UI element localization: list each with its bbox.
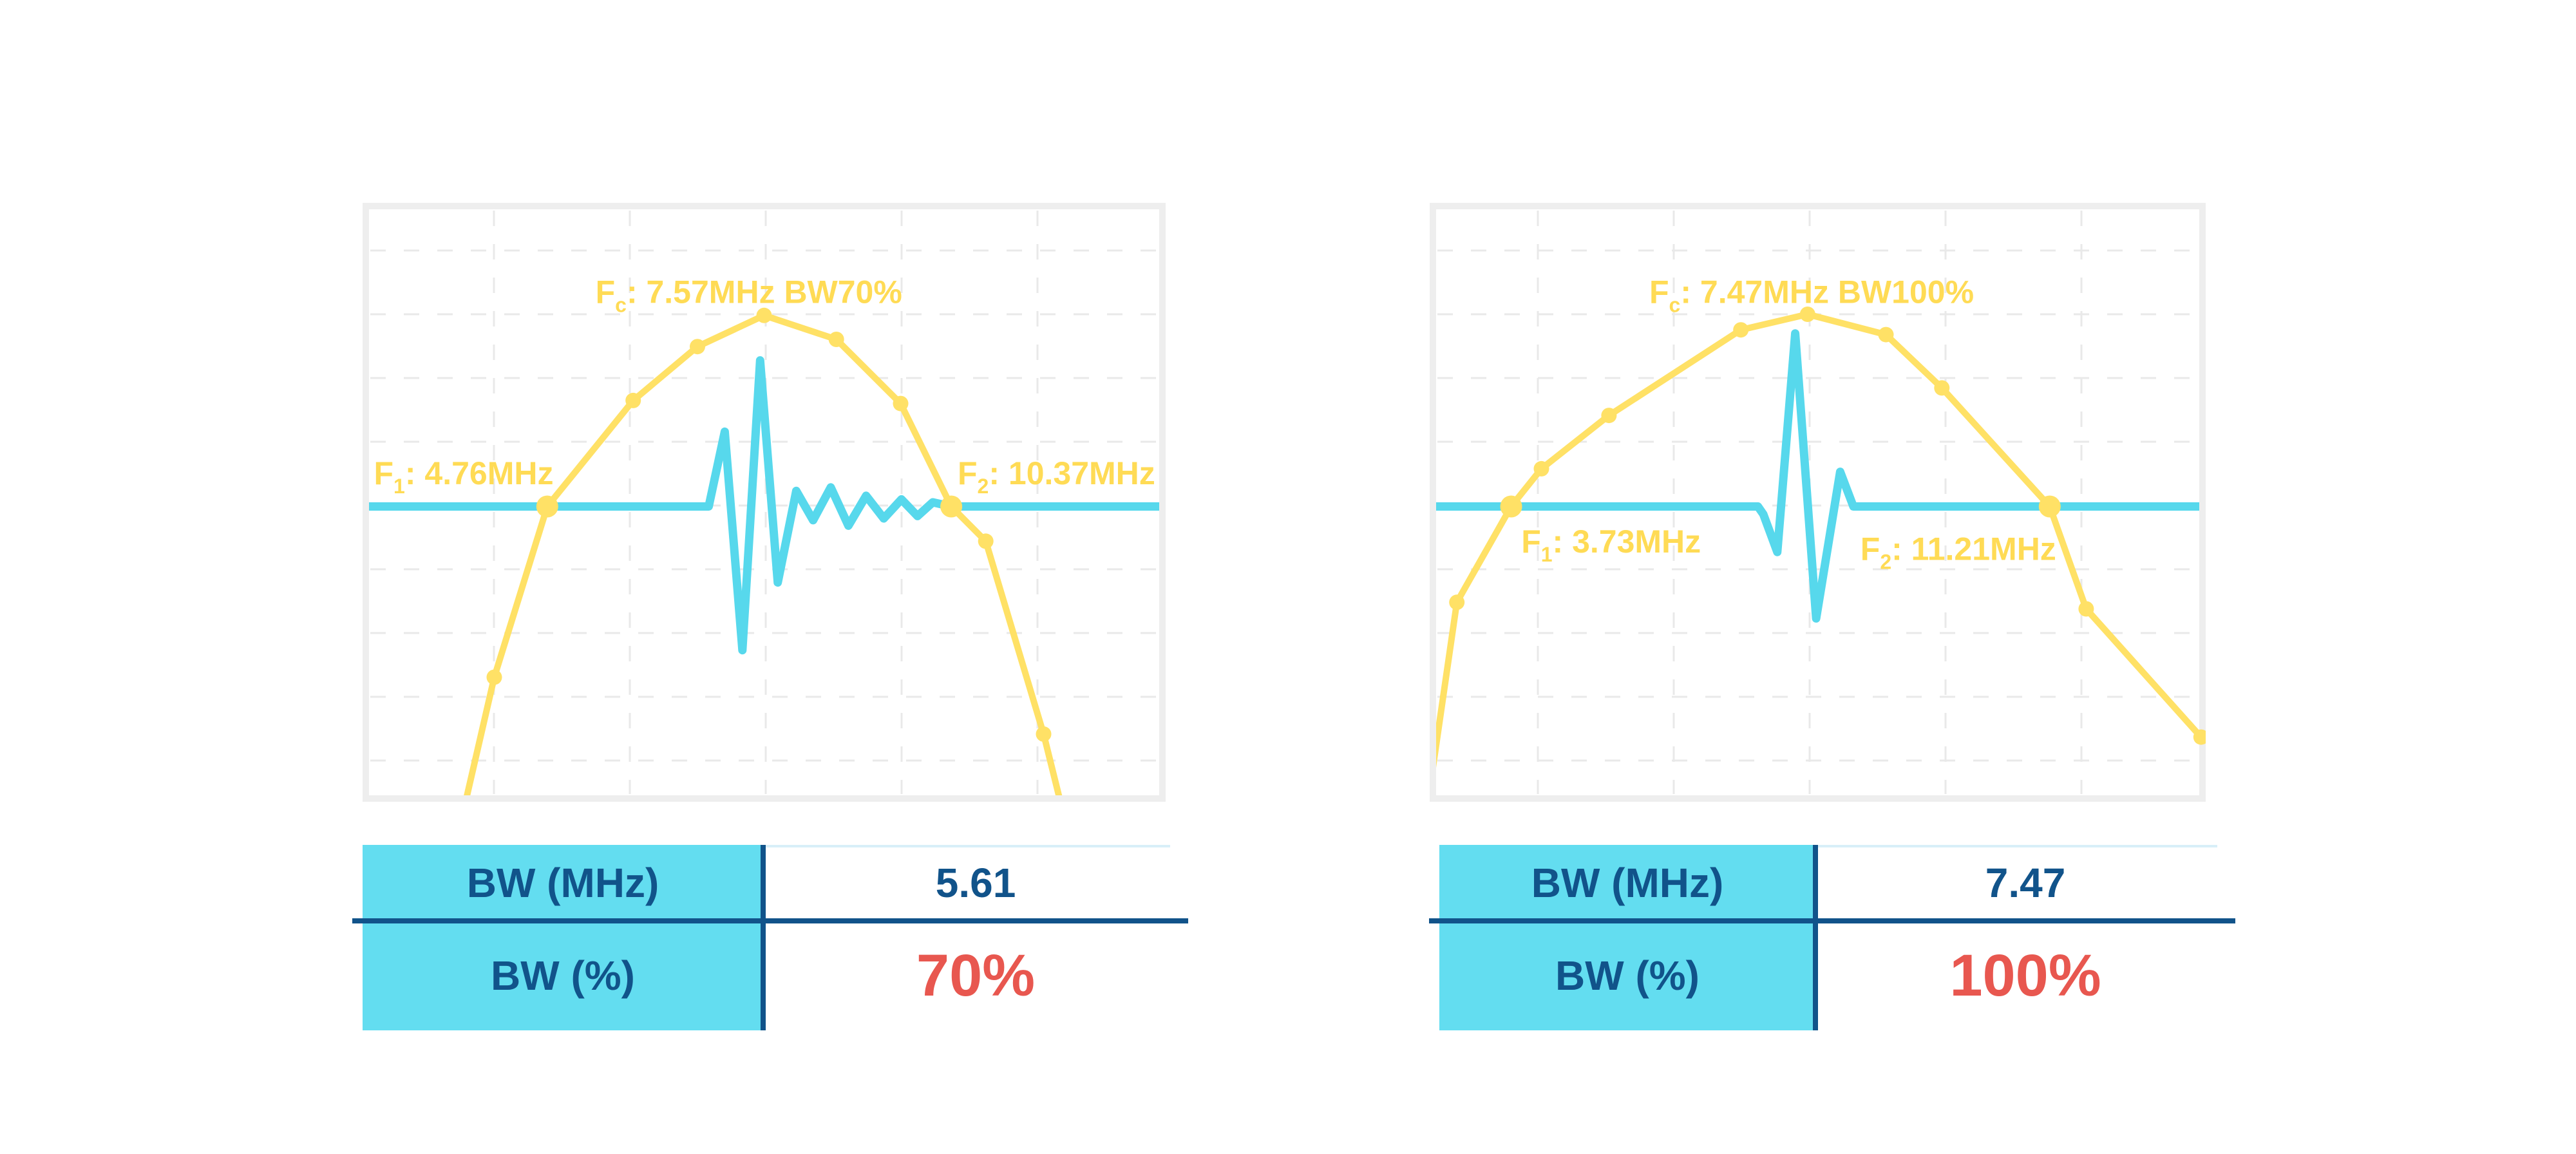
data-point-marker bbox=[690, 339, 705, 355]
table-row: BW (%) 70% bbox=[363, 921, 1188, 1030]
table-row: BW (MHz) 7.47 bbox=[1439, 845, 2235, 921]
spectrum-curve bbox=[464, 312, 1063, 795]
table-row-divider bbox=[1429, 918, 2235, 923]
data-point-marker bbox=[2193, 729, 2209, 745]
table-column-divider bbox=[1813, 845, 1818, 1030]
data-point-marker bbox=[893, 395, 909, 411]
data-point-marker bbox=[828, 332, 844, 347]
plot-svg: Fc: 7.57MHz BW70% F1: 4.76MHz F2: 10.37MHz bbox=[363, 203, 1166, 802]
data-point-marker bbox=[1934, 380, 1950, 396]
data-point-marker bbox=[1878, 326, 1894, 343]
bandwidth-crossing-marker bbox=[2038, 495, 2061, 518]
annotation-f1: F1: 3.73MHz bbox=[1521, 524, 1701, 566]
bw-percent-value: 70% bbox=[916, 942, 1036, 1008]
data-point-marker bbox=[625, 392, 641, 408]
plot-svg: Fc: 7.47MHz BW100% F1: 3.73MHz F2: 11.21MH… bbox=[1430, 203, 2209, 802]
data-point-marker bbox=[756, 307, 772, 323]
data-point-marker bbox=[1449, 594, 1465, 610]
spectrum-curve bbox=[1436, 311, 2199, 768]
data-point-marker bbox=[1601, 408, 1617, 424]
bw-mhz-value: 5.61 bbox=[935, 860, 1016, 906]
data-point-marker bbox=[978, 533, 994, 549]
bw-percent-label: BW (%) bbox=[1439, 921, 1815, 1030]
pulse-spectrum-plot-left: Fc: 7.57MHz BW70% F1: 4.76MHz F2: 10.37MHz bbox=[363, 203, 1166, 802]
bw-mhz-label: BW (MHz) bbox=[363, 845, 763, 921]
bw-percent-value: 100% bbox=[1949, 942, 2101, 1008]
data-point-marker bbox=[486, 669, 502, 685]
pulse-waveform bbox=[1436, 329, 2199, 623]
bw-mhz-label: BW (MHz) bbox=[1439, 845, 1815, 921]
bandwidth-crossing-marker bbox=[1500, 495, 1522, 518]
data-point-marker bbox=[1533, 460, 1549, 477]
table-top-border bbox=[1815, 845, 2217, 847]
data-point-marker bbox=[2078, 601, 2094, 617]
table-column-divider bbox=[761, 845, 766, 1030]
annotation-fc: Fc: 7.57MHz BW70% bbox=[596, 274, 902, 316]
annotation-f2: F2: 10.37MHz bbox=[958, 455, 1155, 498]
pulse-spectrum-plot-right: Fc: 7.47MHz BW100% F1: 3.73MHz F2: 11.21MH… bbox=[1430, 203, 2209, 802]
bw-table-left: BW (MHz) 5.61 BW (%) 70% bbox=[352, 845, 1188, 1030]
data-point-marker bbox=[1733, 322, 1749, 338]
bandwidth-crossing-marker bbox=[940, 495, 963, 518]
annotation-fc: Fc: 7.47MHz BW100% bbox=[1649, 274, 1974, 316]
data-point-marker bbox=[1799, 307, 1815, 322]
bandwidth-crossing-marker bbox=[536, 495, 558, 518]
table-row: BW (%) 100% bbox=[1439, 921, 2235, 1030]
table-row: BW (MHz) 5.61 bbox=[363, 845, 1188, 921]
pulse-waveform bbox=[369, 356, 1159, 655]
data-point-marker bbox=[1036, 726, 1052, 742]
table-top-border bbox=[763, 845, 1170, 847]
bw-mhz-value: 7.47 bbox=[1985, 860, 2066, 906]
table-row-divider bbox=[352, 918, 1188, 923]
annotation-f2: F2: 11.21MHz bbox=[1861, 531, 2056, 573]
bw-table-right: BW (MHz) 7.47 BW (%) 100% bbox=[1429, 845, 2235, 1030]
bw-percent-label: BW (%) bbox=[363, 921, 763, 1030]
annotation-f1: F1: 4.76MHz bbox=[374, 455, 554, 498]
